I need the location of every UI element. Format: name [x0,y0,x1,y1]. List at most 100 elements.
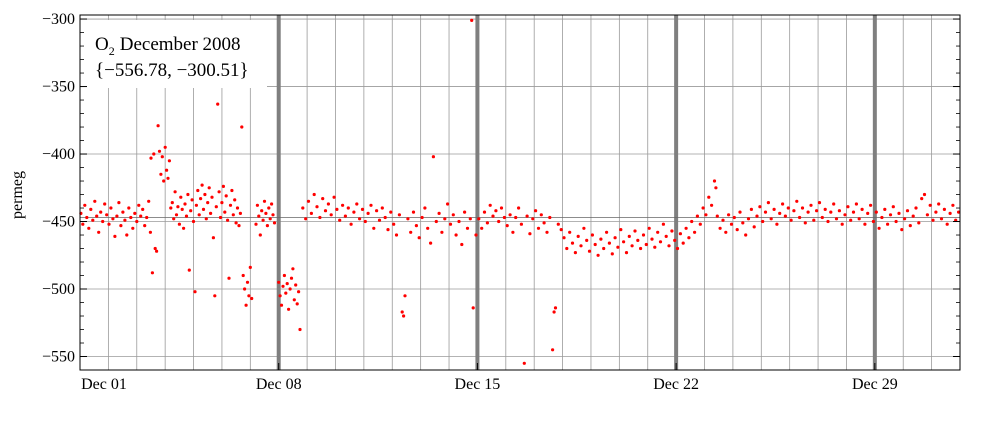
data-point [272,221,277,225]
data-point [267,206,271,210]
data-point [258,233,262,237]
data-point [712,179,717,183]
data-point [193,290,197,294]
data-point [624,251,629,255]
data-point [429,241,433,245]
x-tick-label: Dec 29 [852,376,898,393]
data-point [778,211,782,215]
data-point [860,207,864,211]
data-point [369,203,373,207]
data-point [180,207,184,211]
data-point [511,230,515,234]
data-point [343,214,347,218]
data-point [234,221,238,225]
data-point [820,215,824,220]
data-point [454,233,458,237]
data-point [792,209,796,213]
data-point [159,172,163,176]
data-point [294,283,298,287]
data-point [576,234,580,238]
annotation-range: {−556.78, −300.51} [95,60,249,81]
data-point [243,287,247,291]
data-point [406,217,410,221]
data-point [877,226,881,230]
data-point [270,202,274,206]
data-point [227,276,231,280]
data-point [817,201,822,205]
x-tick-label: Dec 22 [653,376,699,393]
data-point [426,226,430,230]
data-point [714,186,718,190]
data-point [392,222,396,226]
data-point [587,249,592,253]
data-point [394,233,399,237]
data-point [658,240,663,244]
data-point [954,218,958,222]
data-point [800,206,805,210]
data-point [857,217,861,221]
data-point [170,201,174,205]
data-point [551,348,555,352]
data-point [565,246,569,251]
data-point [143,224,147,228]
data-point [664,234,668,238]
data-point [667,244,671,248]
data-point [352,210,356,214]
data-point [211,236,215,240]
data-point [135,219,139,224]
data-point [295,302,299,306]
y-tick-label: −300 [42,11,75,28]
data-point [223,210,227,214]
data-point [389,210,393,214]
data-point [123,218,127,222]
data-point [556,222,560,226]
data-point [277,280,281,284]
data-point [103,202,107,206]
data-point [372,226,376,230]
data-point [133,211,137,215]
data-point [514,215,518,220]
data-point [675,246,680,251]
data-point [99,210,103,214]
data-point [670,229,674,233]
y-axis-label: permeg [9,171,26,219]
data-points [79,18,961,365]
data-point [358,217,362,221]
data-point [806,210,810,214]
data-point [585,238,589,242]
data-point [775,222,779,226]
data-point [917,221,921,225]
data-point [284,291,288,295]
data-point [639,246,643,251]
data-point [851,210,856,214]
data-point [874,210,878,214]
data-point [380,206,384,210]
data-point [928,203,932,207]
data-point [226,218,230,222]
data-point [403,294,407,298]
data-point [204,217,208,221]
data-point [798,215,802,220]
data-point [200,183,204,187]
data-point [761,219,765,224]
data-point [206,201,210,205]
data-point [332,195,336,199]
data-point [934,210,938,214]
data-point [803,221,807,225]
data-point [463,210,467,214]
data-point [248,265,252,269]
data-point [888,213,893,217]
data-point [437,211,441,215]
data-point [693,230,697,234]
data-point [644,242,648,247]
data-point [203,192,207,197]
data-point [656,230,660,234]
data-point [288,287,292,291]
data-point [137,203,141,207]
data-point [355,202,359,206]
data-point [268,217,272,221]
data-point [141,207,145,211]
data-point [460,242,464,247]
data-point [766,201,771,205]
data-point [349,222,353,226]
